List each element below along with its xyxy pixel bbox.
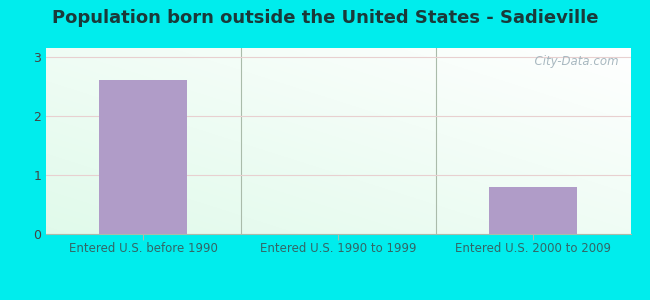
Bar bbox=[489, 187, 577, 234]
Text: City-Data.com: City-Data.com bbox=[527, 56, 619, 68]
Bar bbox=[99, 80, 187, 234]
Text: Population born outside the United States - Sadieville: Population born outside the United State… bbox=[52, 9, 598, 27]
